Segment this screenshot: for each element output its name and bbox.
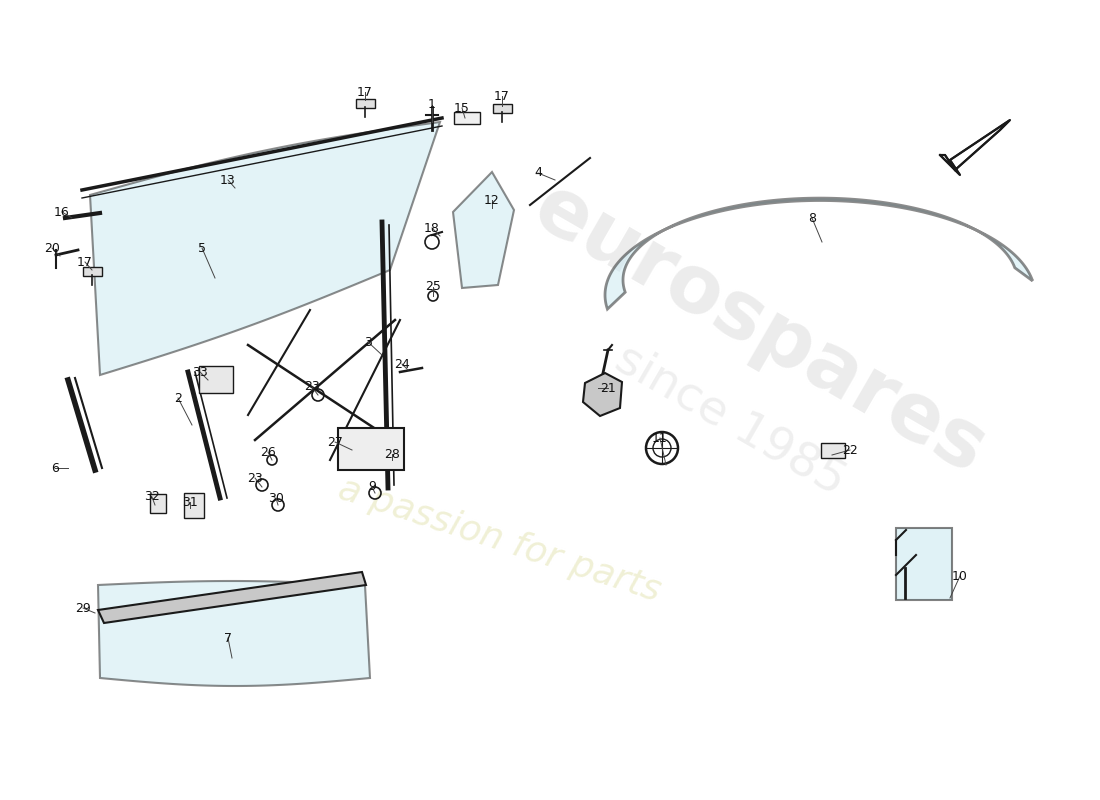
Text: 12: 12	[484, 194, 499, 206]
Text: 10: 10	[953, 570, 968, 582]
Text: 1: 1	[428, 98, 436, 111]
FancyBboxPatch shape	[184, 493, 204, 518]
Text: 4: 4	[535, 166, 542, 179]
Text: 9: 9	[368, 481, 376, 494]
FancyBboxPatch shape	[821, 443, 845, 458]
FancyBboxPatch shape	[896, 528, 951, 600]
FancyBboxPatch shape	[82, 266, 101, 275]
Text: 25: 25	[425, 281, 441, 294]
Text: 21: 21	[601, 382, 616, 394]
Text: 24: 24	[394, 358, 410, 370]
Text: 30: 30	[268, 491, 284, 505]
Text: 13: 13	[220, 174, 235, 186]
Text: 22: 22	[843, 443, 858, 457]
FancyBboxPatch shape	[150, 494, 165, 513]
Text: 20: 20	[44, 242, 59, 254]
Text: a passion for parts: a passion for parts	[334, 472, 666, 608]
Text: 2: 2	[174, 391, 182, 405]
Text: 18: 18	[425, 222, 440, 234]
Text: 15: 15	[454, 102, 470, 114]
Polygon shape	[605, 198, 1033, 309]
Text: 28: 28	[384, 447, 400, 461]
Text: 33: 33	[192, 366, 208, 378]
Polygon shape	[453, 172, 514, 288]
Text: eurospares: eurospares	[520, 169, 1000, 491]
Polygon shape	[98, 581, 370, 686]
Text: 17: 17	[358, 86, 373, 98]
FancyBboxPatch shape	[355, 98, 374, 107]
FancyBboxPatch shape	[199, 366, 233, 393]
Text: 31: 31	[183, 495, 198, 509]
Polygon shape	[583, 373, 621, 416]
Polygon shape	[90, 122, 440, 375]
Text: 29: 29	[75, 602, 91, 614]
Text: 3: 3	[364, 335, 372, 349]
Text: 8: 8	[808, 211, 816, 225]
FancyBboxPatch shape	[338, 428, 404, 470]
Text: 32: 32	[144, 490, 159, 503]
Text: 27: 27	[327, 435, 343, 449]
Polygon shape	[98, 572, 366, 623]
Text: 5: 5	[198, 242, 206, 254]
FancyBboxPatch shape	[454, 112, 480, 124]
Text: 6: 6	[51, 462, 59, 474]
Text: 23: 23	[248, 471, 263, 485]
Text: 7: 7	[224, 631, 232, 645]
Text: since 1985: since 1985	[607, 336, 854, 504]
FancyBboxPatch shape	[493, 103, 512, 113]
Text: 11: 11	[652, 431, 668, 445]
Text: 26: 26	[260, 446, 276, 458]
Text: 16: 16	[54, 206, 70, 218]
Text: 17: 17	[77, 255, 92, 269]
Text: 23: 23	[304, 381, 320, 394]
Text: 17: 17	[494, 90, 510, 102]
